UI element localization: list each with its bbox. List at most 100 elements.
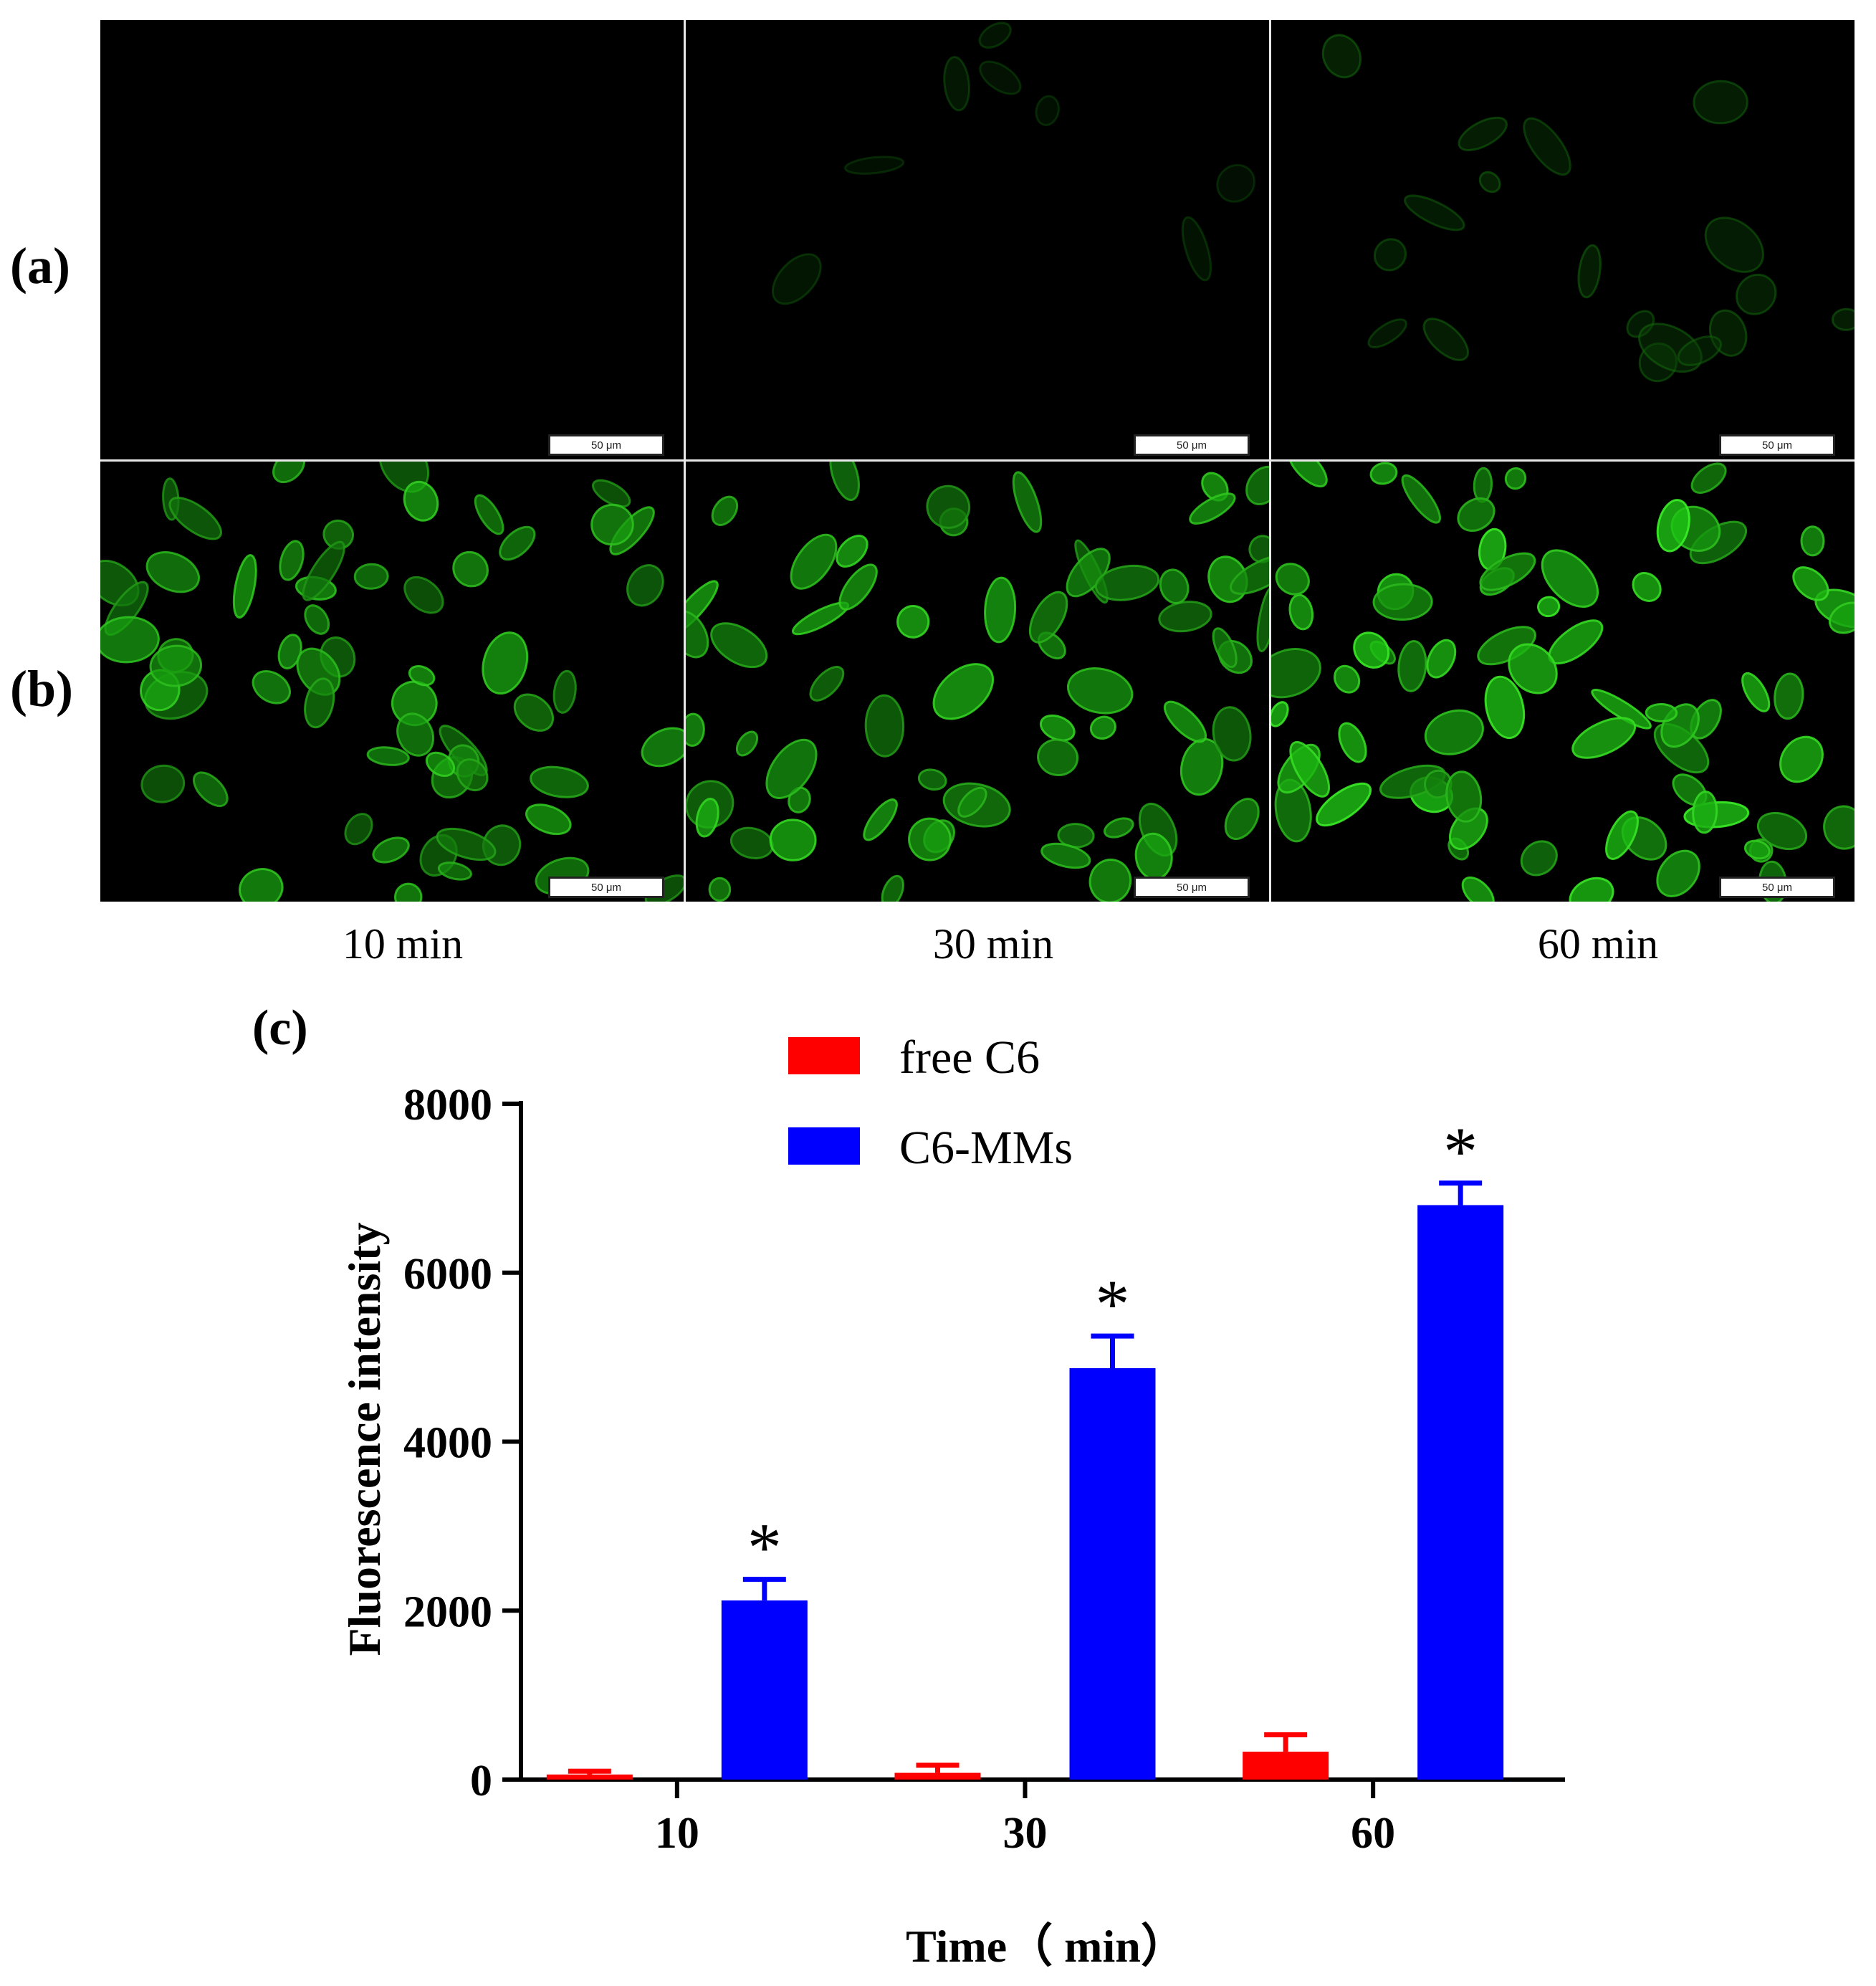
cell — [436, 827, 497, 861]
bar-c6-mms-10 — [721, 1600, 808, 1780]
cell — [1028, 591, 1068, 644]
cell — [353, 563, 389, 590]
scale-bar-text: 50 μm — [591, 881, 621, 894]
cell — [1541, 549, 1599, 608]
cell — [943, 56, 970, 112]
cell — [978, 22, 1012, 49]
cell — [1779, 735, 1824, 783]
cell — [425, 751, 456, 778]
cell — [149, 644, 203, 687]
cell — [525, 803, 572, 836]
cell — [1741, 672, 1771, 712]
cell — [863, 798, 898, 841]
row-label-a: (a) — [10, 237, 70, 295]
cell — [1373, 238, 1407, 272]
cell — [809, 666, 845, 702]
cell — [838, 563, 878, 611]
scale-bar-text: 50 μm — [1762, 881, 1792, 894]
cell — [1577, 244, 1602, 299]
cell — [1690, 462, 1727, 494]
cell — [1035, 95, 1060, 126]
bar-free-c6-60 — [1243, 1752, 1329, 1780]
cell — [272, 462, 306, 484]
scale-bar: 50 μm — [1134, 434, 1250, 456]
cell — [1571, 717, 1637, 759]
cell — [1422, 318, 1469, 361]
cell — [1704, 216, 1764, 273]
cell — [1288, 593, 1314, 631]
legend-label: free C6 — [899, 1031, 1040, 1084]
panel-c-label: (c) — [252, 1001, 308, 1056]
cell — [1372, 583, 1433, 621]
cell — [304, 677, 335, 729]
cell — [1179, 737, 1224, 796]
cell — [1321, 34, 1362, 79]
bar-free-c6-30 — [894, 1772, 981, 1780]
cell — [1245, 465, 1269, 505]
cell — [1089, 715, 1116, 740]
cell — [1367, 318, 1407, 348]
cell — [836, 535, 868, 568]
cell — [1401, 474, 1441, 524]
cell — [1478, 171, 1501, 194]
cell — [1333, 664, 1361, 694]
cell — [729, 826, 774, 859]
cell — [1693, 80, 1748, 125]
y-tick-label: 0 — [470, 1757, 492, 1805]
cell — [590, 503, 634, 546]
cell — [1656, 499, 1690, 553]
cell — [1316, 782, 1372, 827]
cell — [393, 882, 423, 902]
cell — [1224, 798, 1260, 840]
axes: 0 2000 4000 6000 8000 10 30 60 — [403, 1081, 1565, 1858]
cell — [917, 768, 947, 791]
cell — [279, 540, 305, 581]
micrograph-grid: 50 μm 50 μm 50 μm 50 μm 50 μm 50 μm — [100, 20, 1855, 902]
cell — [1638, 342, 1678, 383]
y-axis-label: Fluorescence intensity — [339, 1223, 390, 1656]
legend-label: C6-MMs — [899, 1122, 1073, 1174]
cell — [552, 669, 577, 714]
bar-c6-mms-60 — [1417, 1205, 1504, 1780]
scale-bar-text: 50 μm — [1177, 439, 1207, 452]
cell — [100, 616, 160, 664]
cell — [372, 836, 410, 864]
cell — [735, 730, 759, 757]
cell — [1523, 117, 1571, 176]
cell — [1271, 648, 1321, 699]
cell — [1520, 840, 1558, 877]
cell — [530, 765, 589, 798]
cell — [1012, 471, 1043, 533]
legend-swatch — [788, 1127, 860, 1165]
significance-marker: * — [1443, 1113, 1478, 1190]
x-tick-label: 60 — [1351, 1809, 1395, 1858]
cell — [403, 576, 444, 614]
cell — [474, 494, 504, 535]
cell — [686, 610, 709, 659]
cell — [1484, 675, 1526, 740]
micrograph-b-30min: 50 μm — [686, 462, 1269, 902]
cell — [168, 497, 222, 540]
cell — [1181, 216, 1212, 282]
cell — [710, 622, 768, 669]
cell — [344, 813, 373, 846]
cell — [1353, 631, 1390, 669]
cell — [1039, 714, 1076, 742]
cell — [366, 746, 410, 766]
cell — [1275, 563, 1310, 596]
cell — [864, 694, 905, 758]
cell — [1445, 770, 1483, 823]
cell — [1037, 738, 1079, 776]
cell — [1404, 194, 1465, 231]
y-tick-label: 6000 — [403, 1250, 492, 1299]
legend-swatch — [788, 1037, 860, 1074]
cell — [711, 495, 739, 526]
cell — [769, 818, 817, 861]
scale-bar: 50 μm — [548, 877, 664, 898]
cell — [1774, 672, 1804, 720]
y-tick-label: 2000 — [403, 1588, 492, 1636]
cell — [881, 874, 904, 902]
x-tick-label: 10 — [655, 1809, 699, 1858]
cell — [140, 764, 186, 803]
cell — [790, 533, 838, 590]
